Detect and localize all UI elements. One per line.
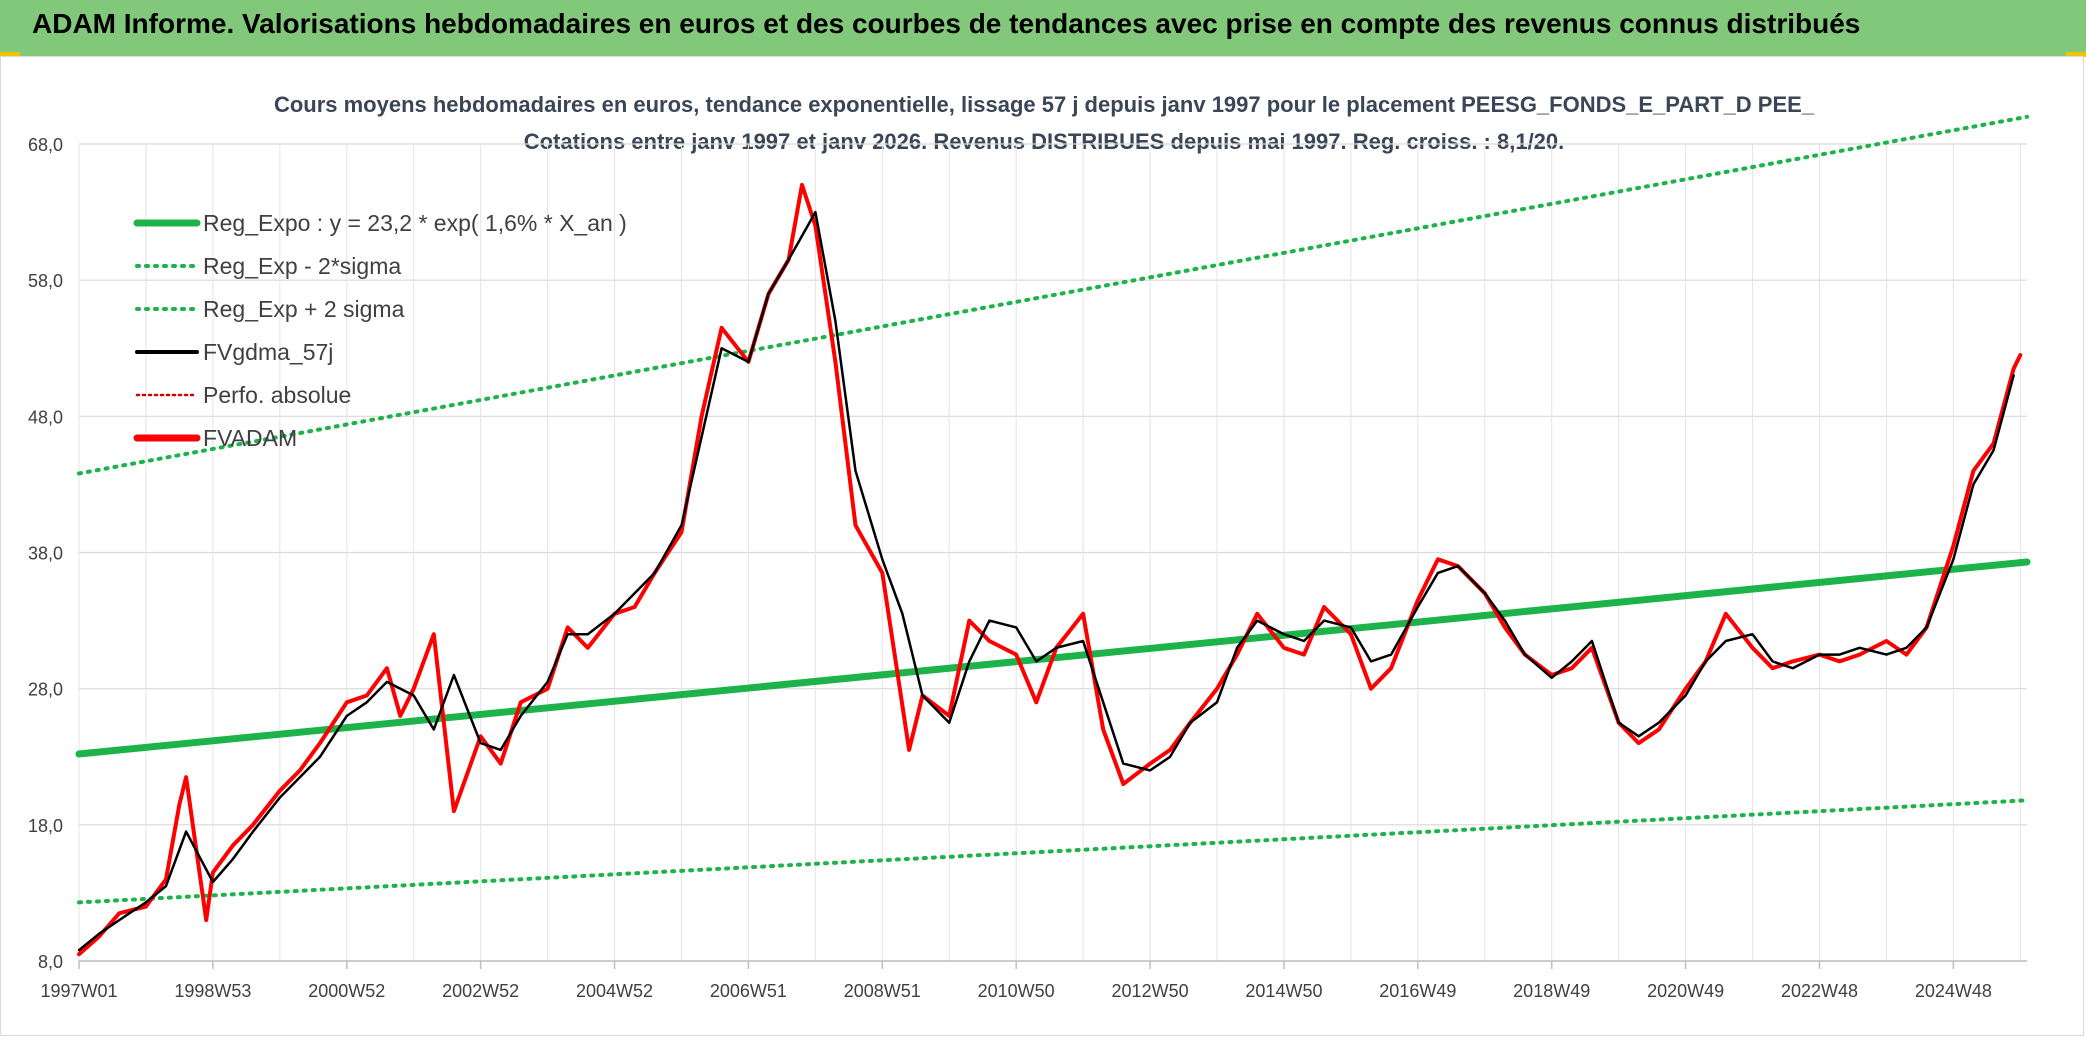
y-tick-label: 48,0 (28, 407, 63, 427)
x-tick-label: 2022W48 (1781, 981, 1858, 1001)
legend-label: Reg_Expo : y = 23,2 * exp( 1,6% * X_an ) (203, 210, 627, 236)
x-tick-label: 2010W50 (978, 981, 1055, 1001)
legend-label: Reg_Exp - 2*sigma (203, 253, 401, 279)
y-tick-label: 58,0 (28, 271, 63, 291)
x-tick-label: 1997W01 (40, 981, 117, 1001)
series-fvadam (77, 182, 2023, 957)
x-tick-label: 2000W52 (308, 981, 385, 1001)
report-title: ADAM Informe. Valorisations hebdomadaire… (32, 8, 1861, 39)
series-fvgdma-57j (77, 210, 2015, 952)
chart-title-line-1: Cours moyens hebdomadaires en euros, ten… (274, 92, 1815, 117)
y-tick-label: 38,0 (28, 544, 63, 564)
x-tick-label: 2018W49 (1513, 981, 1590, 1001)
x-tick-label: 2024W48 (1915, 981, 1992, 1001)
legend-label: FVADAM (203, 425, 297, 451)
line-chart: Cours moyens hebdomadaires en euros, ten… (28, 92, 2031, 1001)
x-tick-label: 1998W53 (174, 981, 251, 1001)
x-tick-label: 2020W49 (1647, 981, 1724, 1001)
x-tick-label: 2002W52 (442, 981, 519, 1001)
y-tick-label: 8,0 (38, 952, 63, 972)
chart-title-line-2: Cotations entre janv 1997 et janv 2026. … (524, 129, 1565, 154)
legend-label: Perfo. absolue (203, 382, 351, 408)
legend-label: FVgdma_57j (203, 339, 333, 365)
corner-accent-left (0, 52, 20, 57)
x-tick-label: 2008W51 (844, 981, 921, 1001)
grid (78, 143, 2027, 962)
legend-label: Reg_Exp + 2 sigma (203, 296, 405, 322)
chart-frame: Cours moyens hebdomadaires en euros, ten… (0, 56, 2084, 1036)
y-tick-label: 18,0 (28, 816, 63, 836)
x-tick-label: 2004W52 (576, 981, 653, 1001)
series-reg-minus-2sigma (77, 798, 2029, 905)
series-reg-plus-2sigma (77, 114, 2029, 476)
report-banner: ADAM Informe. Valorisations hebdomadaire… (0, 0, 2086, 56)
x-tick-label: 2014W50 (1245, 981, 1322, 1001)
y-tick-label: 28,0 (28, 680, 63, 700)
series-layer (75, 114, 2031, 957)
corner-accent-right (2066, 52, 2086, 57)
x-tick-label: 2012W50 (1112, 981, 1189, 1001)
legend: Reg_Expo : y = 23,2 * exp( 1,6% * X_an )… (133, 210, 627, 451)
y-tick-label: 68,0 (28, 135, 63, 155)
axes: 8,0 18,0 28,0 38,0 48,0 58,0 68,0 1997W01 1998W5… (28, 135, 2027, 1001)
x-tick-label: 2006W51 (710, 981, 787, 1001)
x-tick-label: 2016W49 (1379, 981, 1456, 1001)
